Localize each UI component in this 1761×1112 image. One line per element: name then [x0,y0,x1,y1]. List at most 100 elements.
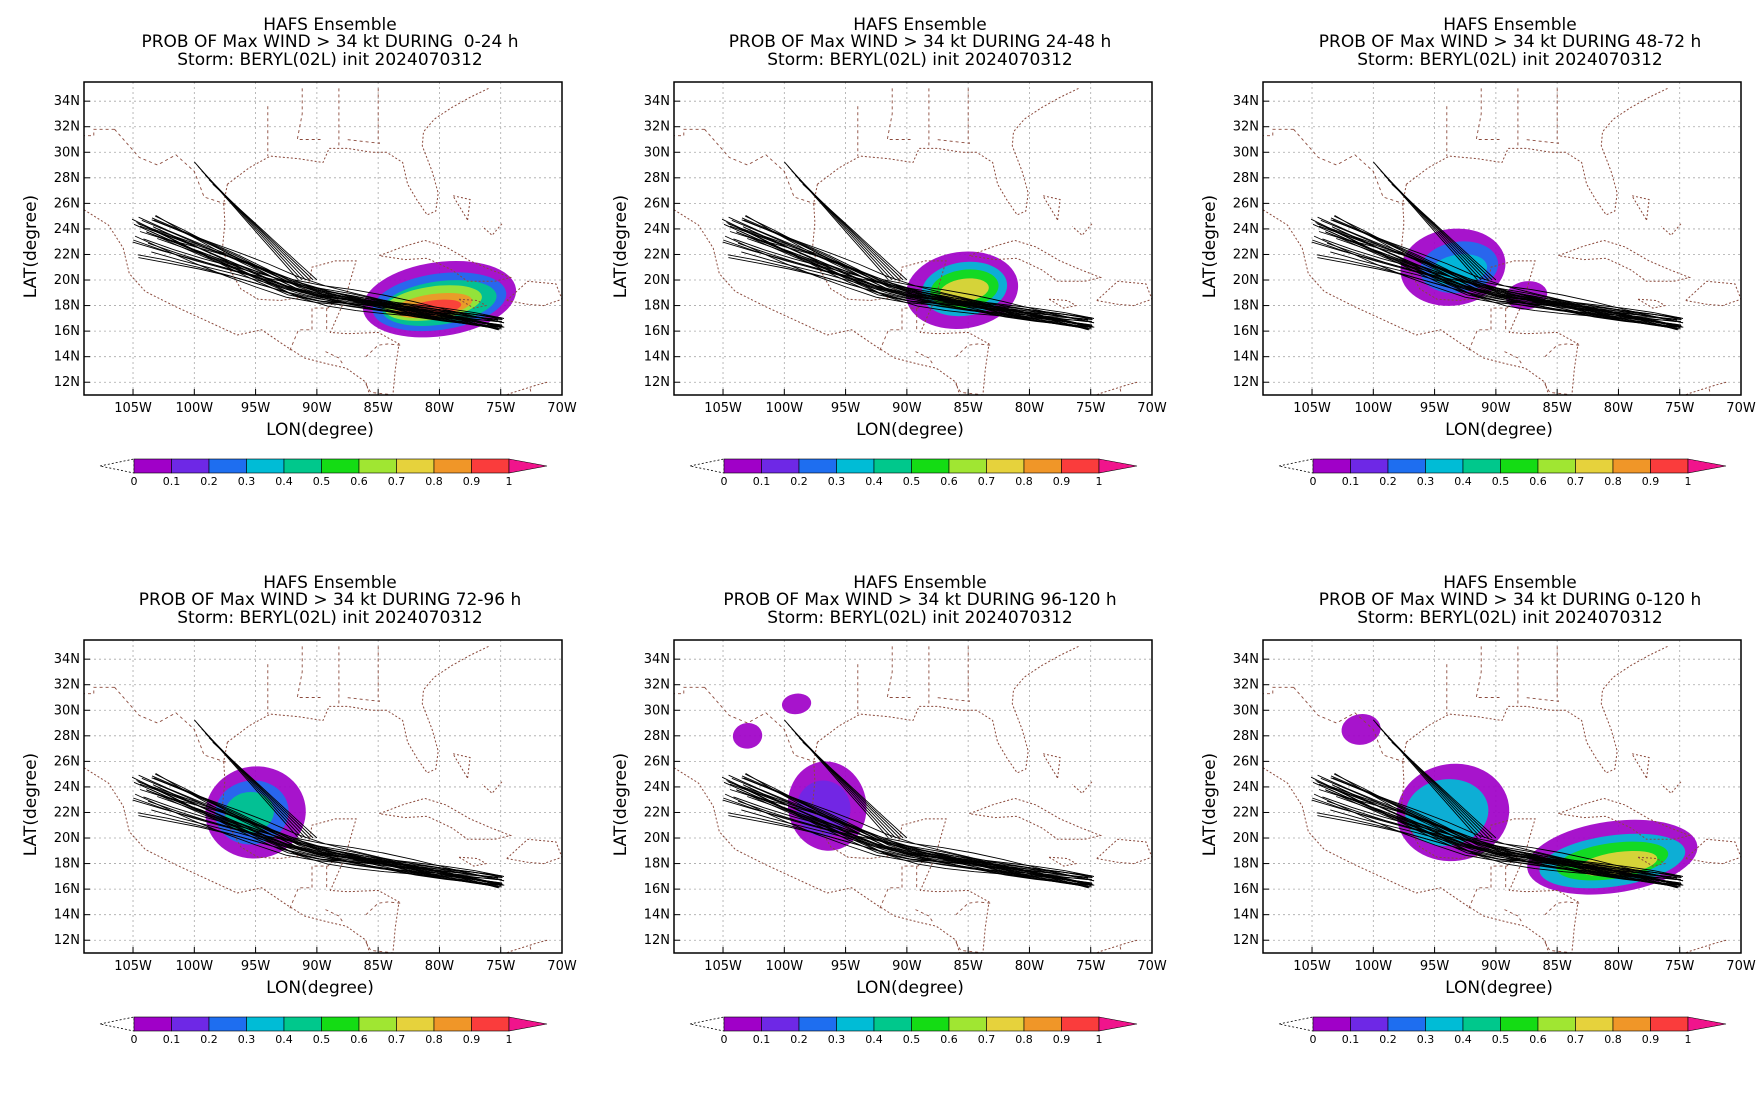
lat-tick-label: 30N [54,145,80,160]
political-border [346,88,381,144]
colorbar-label: 0.8 [1015,475,1033,488]
lon-tick-label: 85W [363,401,393,416]
colorbar-over-arrow [1098,458,1138,474]
colorbar-label: 0.4 [865,1033,883,1046]
lon-tick-label: 100W [1354,401,1392,416]
lat-tick-label: 14N [644,350,670,365]
lat-tick-label: 18N [644,299,670,314]
ensemble-track [722,799,1093,884]
colorbar-label: 0.3 [1417,475,1435,488]
lat-tick-label: 22N [1233,247,1259,262]
colorbar-label: 0.1 [163,1033,181,1046]
panel-title: HAFS Ensemble [1443,15,1576,35]
colorbar-label: 0.8 [425,475,443,488]
colorbar-label: 0.1 [163,475,181,488]
coastline [982,381,1138,395]
colorbar-swatch [1462,1016,1501,1032]
coastline [969,239,1103,282]
lat-tick-label: 24N [54,780,80,795]
lat-tick-label: 30N [1233,703,1259,718]
colorbar-label: 1 [1096,475,1103,488]
coastline [221,742,400,953]
lat-tick-label: 16N [1233,324,1259,339]
ensemble-track [138,774,498,878]
x-axis-label: LON(degree) [266,420,374,440]
coastline [227,645,489,774]
colorbar-label: 0.7 [978,475,996,488]
lon-tick-label: 100W [765,959,803,974]
plot-frame [1262,81,1742,396]
political-border [1475,88,1500,140]
lat-tick-label: 30N [644,703,670,718]
colorbar: 0 0.1 0.2 0.3 0.4 0.5 0.6 0.7 0.8 0.9 1 [1278,1016,1727,1046]
lat-tick-label: 18N [54,857,80,872]
colorbar-swatch [1650,1016,1689,1032]
political-border [1263,128,1294,137]
probability-contour [1341,714,1381,745]
colorbar-label: 0.1 [753,1033,771,1046]
ensemble-track [728,774,1088,878]
lon-tick-label: 80W [425,959,455,974]
ensemble-track [737,800,1088,884]
lat-tick-label: 32N [1233,120,1259,135]
lon-tick-label: 85W [1542,959,1572,974]
map-area [1263,640,1741,953]
political-border [1543,381,1574,395]
colorbar-label: 0.5 [313,1033,331,1046]
map-area [674,82,1152,395]
political-border [1544,901,1580,916]
coastline [1571,381,1727,395]
plot-frame [1262,639,1742,954]
colorbar-swatch [246,1016,285,1032]
plot-frame [673,81,1153,396]
probability-contour [781,693,812,715]
political-border [704,129,818,206]
ensemble-track [136,222,501,327]
lon-tick-label: 85W [363,959,393,974]
lon-tick-label: 70W [547,401,577,416]
colorbar-swatch [396,1016,435,1032]
colorbar-label: 0.2 [790,1033,808,1046]
political-border [879,298,929,351]
colorbar-swatch [1023,458,1062,474]
colorbar-label: 0.7 [978,1033,996,1046]
colorbar-label: 1 [1685,475,1692,488]
lon-tick-label: 100W [1354,959,1392,974]
lon-tick-label: 90W [892,959,922,974]
political-border [915,909,935,924]
ensemble-track [1311,799,1682,884]
colorbar-under-arrow [1278,1016,1314,1032]
political-border [1504,909,1524,924]
plot-frame [83,639,563,954]
coastline [817,87,1079,216]
colorbar-swatch [358,458,397,474]
panel-storm-line: Storm: BERYL(02L) init 2024070312 [177,608,482,628]
colorbar: 0 0.1 0.2 0.3 0.4 0.5 0.6 0.7 0.8 0.9 1 [1278,458,1727,488]
lat-tick-label: 20N [54,273,80,288]
lon-tick-label: 95W [1420,401,1450,416]
colorbar-label: 0 [131,1033,138,1046]
ensemble-track [1315,780,1680,885]
lat-tick-label: 24N [1233,780,1259,795]
colorbar-label: 0.2 [200,475,218,488]
coastline [1263,209,1550,395]
colorbar-swatch [396,458,435,474]
political-border [954,939,985,953]
plot-frame [83,81,563,396]
lon-tick-label: 80W [1015,959,1045,974]
colorbar-label: 0.4 [1454,1033,1472,1046]
colorbar-label: 1 [1096,1033,1103,1046]
probability-contour [732,723,763,749]
colorbar-swatch [1350,1016,1389,1032]
colorbar-swatch [798,458,837,474]
colorbar-swatch [1650,458,1689,474]
ensemble-track [132,241,503,326]
political-border [404,421,408,430]
political-border [1293,687,1407,764]
colorbar-swatch [911,458,950,474]
lat-tick-label: 26N [644,196,670,211]
colorbar-swatch [911,1016,950,1032]
colorbar-swatch [1061,458,1100,474]
coastline [1406,87,1668,216]
